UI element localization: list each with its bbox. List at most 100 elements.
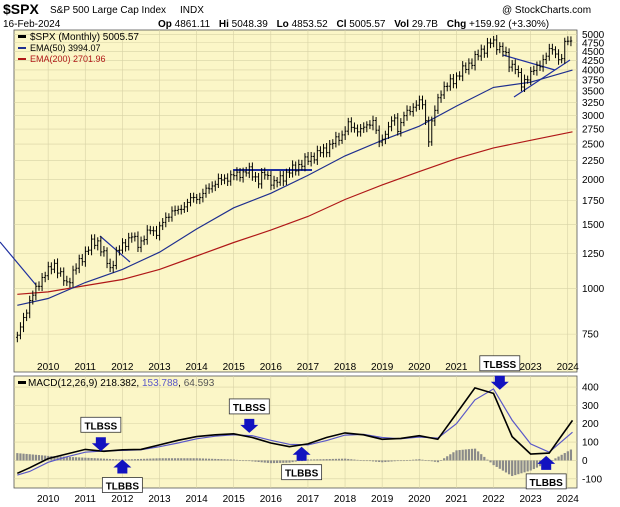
macd-hist-bar (452, 452, 455, 461)
macd-hist-bar (310, 459, 313, 461)
macd-hist-bar (220, 459, 223, 461)
macd-hist-bar (229, 459, 232, 461)
annotation-arrow (91, 437, 110, 452)
price-bar (297, 159, 301, 176)
annotation-arrow (292, 446, 311, 461)
price-x-tick-label: 2011 (74, 362, 96, 373)
macd-hist-bar (316, 459, 319, 461)
macd-hist-bar (161, 458, 164, 461)
macd-hist-bar (235, 459, 239, 461)
price-bar (442, 81, 446, 99)
price-bar (405, 105, 409, 121)
macd-hist-bar (44, 455, 47, 461)
macd-hist-bar (347, 458, 350, 461)
macd-hist-bar (501, 460, 504, 471)
price-bar (186, 198, 189, 213)
price-bar (359, 124, 362, 137)
price-bar (111, 260, 115, 273)
price-bar (220, 173, 223, 186)
price-bar (331, 139, 335, 150)
macd-hist-bar (245, 460, 248, 462)
price-bar (306, 152, 310, 166)
macd-hist-bar (37, 455, 41, 461)
macd-hist-bar (378, 460, 381, 463)
price-bar (155, 225, 158, 240)
price-y-tick-label: 3250 (582, 98, 605, 109)
annotation-tlbbs: TLBBS (101, 459, 143, 493)
macd-hist-bar (427, 460, 430, 462)
price-bar (436, 93, 440, 114)
macd-hist-bar (130, 459, 133, 461)
price-x-tick-label: 2010 (37, 362, 60, 373)
price-bar (312, 152, 316, 164)
price-bar (176, 205, 180, 215)
macd-hist-bar (102, 458, 106, 461)
macd-hist-bar (492, 460, 495, 466)
price-bar (130, 232, 134, 243)
macd-x-tick-label: 2023 (519, 494, 542, 505)
high-value: 5048.39 (232, 19, 269, 30)
macd-hist-bar (455, 450, 458, 461)
price-bar (102, 245, 106, 257)
price-bar (124, 239, 127, 252)
macd-hist-bar (81, 457, 84, 461)
macd-hist-bar (504, 460, 508, 473)
macd-hist-bar (25, 453, 28, 461)
macd-x-tick-label: 2014 (185, 494, 208, 505)
price-bar (396, 113, 400, 136)
high-label: Hi (219, 19, 229, 30)
macd-x-tick-label: 2019 (371, 494, 394, 505)
annotation-tlbss: TLBSS (228, 398, 270, 433)
macd-hist-bar (402, 460, 406, 462)
macd-hist-bar (143, 458, 146, 461)
price-x-tick-label: 2013 (148, 362, 171, 373)
macd-hist-bar (201, 458, 205, 461)
macd-hist-bar (34, 454, 37, 461)
price-bar (541, 54, 545, 72)
price-bar (325, 142, 328, 158)
trendline-2022-upper (502, 54, 556, 71)
price-y-tick-label: 4500 (582, 47, 605, 58)
price-bar (170, 206, 174, 222)
price-bar (374, 117, 378, 134)
macd-x-tick-label: 2020 (408, 494, 431, 505)
macd-hist-bar (467, 449, 470, 461)
macd-hist-bar (149, 458, 152, 461)
price-bar (269, 170, 273, 191)
price-bar (115, 246, 118, 270)
macd-hist-bar (291, 460, 294, 463)
price-y-tick-label: 2000 (582, 175, 605, 186)
macd-hist-bar (526, 460, 529, 472)
price-bar (445, 82, 449, 92)
annotation-box (228, 398, 270, 415)
macd-hist-bar (554, 458, 557, 461)
price-bar (80, 254, 84, 266)
price-bar (37, 281, 41, 291)
macd-hist-bar (180, 458, 183, 461)
macd-hist-bar (532, 460, 535, 470)
price-bar (390, 116, 393, 132)
macd-hist-bar (288, 460, 291, 463)
price-bar (328, 139, 332, 158)
macd-hist-bar (337, 458, 341, 461)
macd-hist-bar (393, 460, 396, 462)
price-bar (377, 125, 381, 148)
price-y-tick-label: 1750 (582, 196, 605, 207)
price-bar (362, 122, 366, 133)
price-bar (452, 73, 455, 89)
price-bar (520, 68, 523, 92)
price-x-tick-label: 2019 (371, 362, 394, 373)
price-bar (247, 162, 251, 179)
price-bar (127, 232, 130, 251)
price-bar (158, 221, 161, 241)
price-bar (461, 61, 464, 82)
macd-hist-bar (340, 458, 344, 461)
macd-hist-bar (390, 460, 393, 462)
price-bar (470, 58, 474, 70)
trendline-2009 (0, 241, 37, 286)
price-panel: 750 1000 1250 1500 1750 2000 2250 2500 2750 3000 3… (0, 29, 605, 373)
macd-hist-bar (158, 458, 161, 461)
macd-hist-bar (124, 459, 127, 461)
price-bar (43, 271, 47, 283)
macd-hist-bar (353, 459, 356, 461)
